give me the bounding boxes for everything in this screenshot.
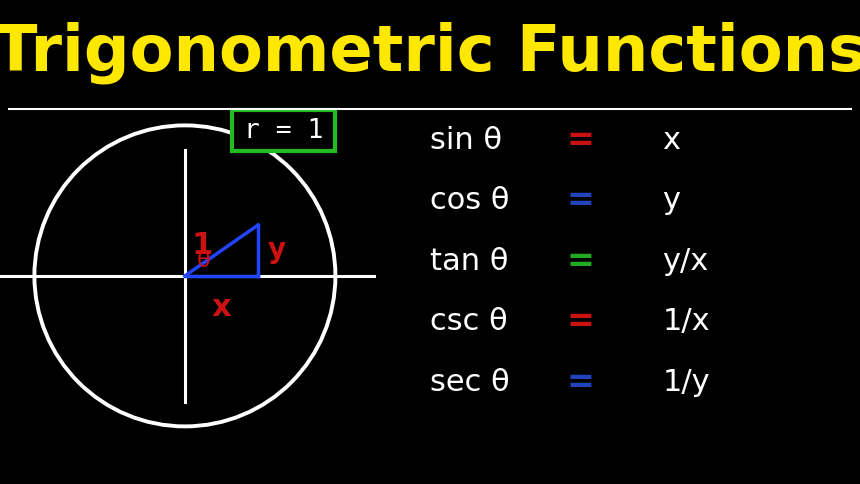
Text: x: x bbox=[662, 126, 680, 155]
Text: y: y bbox=[267, 237, 286, 264]
Text: Trigonometric Functions: Trigonometric Functions bbox=[0, 22, 860, 85]
Text: =: = bbox=[567, 245, 594, 278]
Text: tan θ: tan θ bbox=[430, 247, 508, 276]
Text: =: = bbox=[567, 124, 594, 157]
Text: y/x: y/x bbox=[662, 247, 709, 276]
Text: r = 1: r = 1 bbox=[244, 118, 323, 144]
Text: 1: 1 bbox=[192, 231, 213, 260]
Text: =: = bbox=[567, 184, 594, 217]
Text: sec θ: sec θ bbox=[430, 368, 510, 397]
FancyBboxPatch shape bbox=[232, 110, 335, 151]
Text: =: = bbox=[567, 305, 594, 338]
Text: =: = bbox=[567, 366, 594, 399]
Text: θ: θ bbox=[197, 251, 211, 272]
Text: sin θ: sin θ bbox=[430, 126, 502, 155]
Text: 1/y: 1/y bbox=[662, 368, 710, 397]
Text: cos θ: cos θ bbox=[430, 186, 509, 215]
Text: y: y bbox=[662, 186, 680, 215]
Text: x: x bbox=[212, 293, 231, 322]
Text: 1/x: 1/x bbox=[662, 307, 710, 336]
Text: csc θ: csc θ bbox=[430, 307, 507, 336]
